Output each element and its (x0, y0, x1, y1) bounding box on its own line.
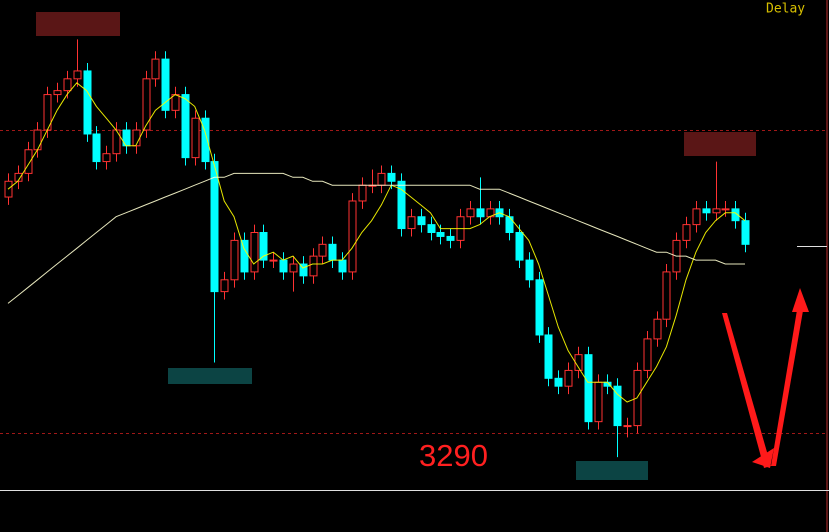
candle-body (584, 354, 593, 423)
candle-body (515, 232, 524, 261)
candle-body (525, 259, 534, 281)
candle-body (328, 243, 337, 261)
candle-body (446, 235, 455, 241)
candle-body (712, 208, 721, 214)
candle-body (201, 117, 210, 163)
candle-body (24, 149, 33, 174)
blurred-label (36, 12, 120, 36)
candle-body (220, 279, 229, 293)
candle-body (476, 208, 485, 218)
candle-body (171, 94, 180, 111)
candle-body (210, 161, 219, 293)
candle-body (387, 172, 396, 182)
candle-body (92, 133, 101, 163)
candle-body (377, 172, 386, 186)
candle-body (407, 216, 416, 230)
candle-body (682, 224, 691, 241)
candle-body (83, 70, 92, 135)
candle-body (662, 271, 671, 320)
candle-body (269, 259, 278, 262)
candle-body (653, 318, 662, 340)
candle-body (358, 184, 367, 202)
candle-body (191, 117, 200, 159)
candle-body (731, 208, 740, 222)
candle-body (259, 232, 268, 261)
candle-body (544, 334, 553, 379)
candle-body (299, 263, 308, 277)
candle-body (466, 208, 475, 218)
candle-body (554, 377, 563, 387)
candle-body (702, 208, 711, 214)
candle-body (73, 70, 82, 80)
candle-body (33, 129, 42, 151)
candle-body (535, 279, 544, 336)
candle-body (564, 369, 573, 387)
blurred-label (684, 132, 756, 156)
candle-body (112, 129, 121, 155)
candle-body (633, 369, 642, 427)
candle-body (102, 153, 111, 163)
candle-body (250, 232, 259, 273)
candle-body (240, 239, 249, 273)
candle-body (417, 216, 426, 226)
candle-body (142, 78, 151, 131)
status-label: Delay (766, 2, 805, 17)
arrow-up (771, 304, 804, 466)
candle-body (613, 385, 622, 427)
moving-average (7, 172, 745, 304)
candle-body (151, 58, 160, 80)
candle-body (643, 338, 652, 371)
candle-body (436, 232, 445, 237)
candle-body (692, 208, 701, 226)
arrowhead (792, 288, 809, 312)
candle-body (623, 425, 632, 428)
moving-average (7, 82, 746, 403)
candle-body (348, 200, 357, 273)
candle-body (318, 243, 327, 257)
candle-body (230, 239, 239, 281)
blurred-label (576, 461, 648, 480)
candle-body (427, 224, 436, 234)
candle-body (161, 58, 170, 111)
candle-body (338, 259, 347, 273)
candle-body (505, 216, 514, 234)
candle-body (181, 94, 190, 159)
candle-body (741, 220, 750, 245)
price-annotation: 3290 (419, 438, 488, 473)
blurred-label (168, 368, 252, 384)
candle-body (289, 263, 298, 273)
arrow-down (722, 313, 771, 468)
candle-body (721, 208, 730, 211)
candle-body (63, 78, 72, 92)
candle-body (397, 180, 406, 230)
candle-body (594, 381, 603, 423)
candle-body (14, 172, 23, 182)
candle-body (309, 255, 318, 277)
candle-body (279, 259, 288, 273)
arrowhead (752, 448, 774, 468)
candle-body (53, 90, 62, 96)
